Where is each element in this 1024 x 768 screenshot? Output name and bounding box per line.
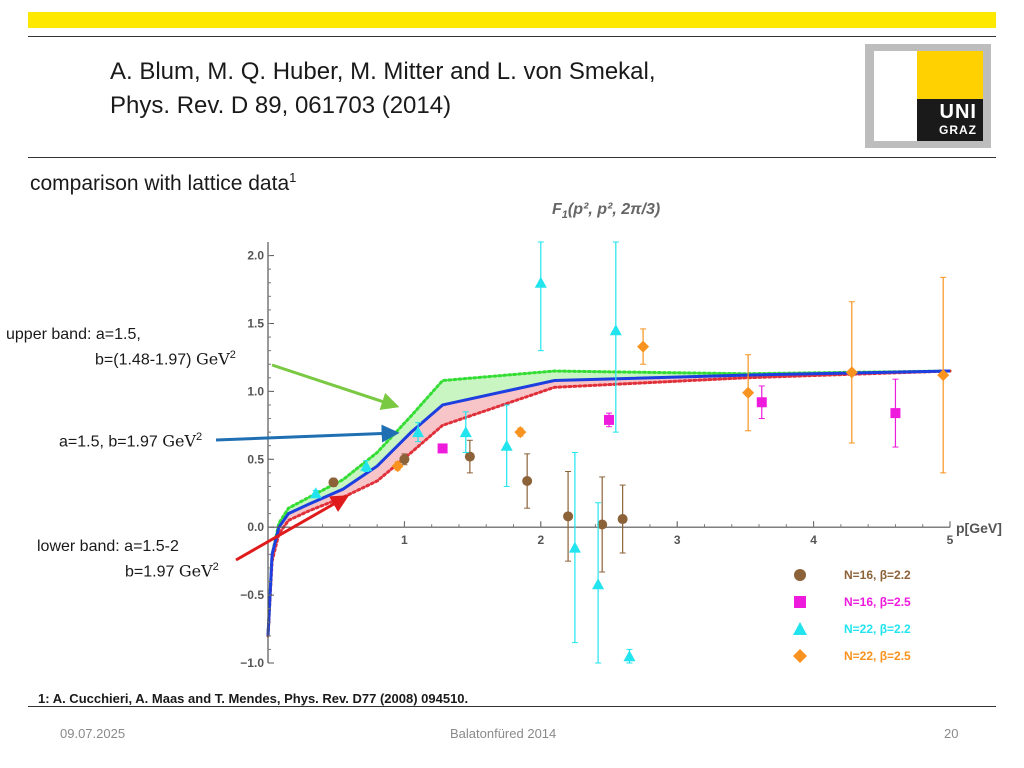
data-point-series-3 (391, 460, 404, 473)
annotation-upper-band-line1: upper band: a=1.5, (6, 326, 141, 343)
y-tick-label: 0.5 (247, 452, 264, 466)
chart-axes: −1.0 −0.5 0.0 0.5 1.0 1.5 2.0 1 2 3 4 5p[GeV] (240, 242, 1002, 670)
x-tick-label: 5 (947, 533, 954, 547)
subtitle-text: comparison with lattice data (30, 172, 290, 195)
data-point-series-2 (623, 650, 636, 662)
annotation-central-unit: GeV (162, 431, 197, 451)
title-line-1: A. Blum, M. Q. Huber, M. Mitter and L. v… (110, 58, 656, 85)
annotation-upper-unit-exp: 2 (229, 349, 236, 361)
legend-label-0: N=16, β=2.2 (844, 568, 911, 582)
arrow-lower-band (235, 495, 350, 562)
data-point-series-3 (637, 340, 650, 353)
annotation-arrows (215, 363, 400, 562)
y-tick-label: −0.5 (240, 588, 264, 602)
annotation-lower-params: b=1.97 (125, 563, 179, 581)
data-point-series-1 (890, 408, 901, 419)
x-tick-label: 1 (401, 533, 408, 547)
data-point-series-2 (309, 487, 322, 499)
footer-page-number: 20 (944, 726, 959, 741)
curve-1 (266, 369, 952, 638)
data-point-series-0 (617, 514, 628, 525)
y-tick-label: 0.0 (247, 520, 264, 534)
data-point-series-2 (500, 439, 513, 451)
annotation-lower-unit-exp: 2 (212, 561, 219, 573)
data-point-series-0 (563, 511, 574, 522)
footer-event: Balatonfüred 2014 (450, 726, 557, 741)
data-point-series-2 (412, 426, 425, 438)
data-point-series-0 (522, 476, 533, 487)
data-point-series-3 (514, 426, 527, 439)
logo-text-uni: UNI (939, 101, 977, 123)
legend-marker-3 (793, 649, 807, 663)
data-point-series-0 (399, 454, 410, 465)
legend-marker-1 (794, 596, 806, 608)
annotation-lower-band-line1: lower band: a=1.5-2 (37, 538, 179, 555)
data-point-series-2 (459, 426, 472, 438)
chart-legend: N=16, β=2.2 N=16, β=2.5 N=22, β=2.2 N=22, β… (793, 568, 911, 663)
chart-points (309, 241, 950, 664)
annotation-central-curve: a=1.5, b=1.97 GeV2 (59, 431, 202, 451)
legend-label-3: N=22, β=2.5 (844, 649, 911, 663)
data-point-series-2 (592, 578, 605, 590)
chart-lines (266, 369, 952, 638)
y-tick-label: 1.5 (247, 316, 264, 330)
arrow-upper-band (271, 363, 400, 411)
y-tick-label: −1.0 (240, 656, 264, 670)
data-point-series-2 (568, 541, 581, 553)
x-tick-label: 3 (674, 533, 681, 547)
chart-title-main: F (552, 201, 563, 218)
curve-2 (266, 369, 951, 636)
data-point-series-3 (937, 369, 950, 382)
annotation-upper-unit: GeV (195, 349, 230, 369)
subtitle-footnote-marker: 1 (289, 170, 297, 185)
footnote: 1: A. Cucchieri, A. Maas and T. Mendes, … (38, 691, 469, 706)
footer-date: 09.07.2025 (60, 726, 126, 741)
arrow-central-curve (215, 424, 400, 443)
y-tick-label: 2.0 (247, 249, 264, 263)
annotation-upper-range: b=(1.48-1.97) (95, 351, 196, 369)
title-line-2: Phys. Rev. D 89, 061703 (2014) (110, 92, 452, 119)
annotation-central-params: a=1.5, b=1.97 (59, 433, 163, 451)
annotation-lower-unit: GeV (178, 561, 213, 581)
page-title: A. Blum, M. Q. Huber, M. Mitter and L. v… (110, 55, 656, 123)
data-point-series-0 (597, 519, 608, 530)
data-point-series-1 (437, 443, 448, 454)
legend-label-2: N=22, β=2.2 (844, 622, 911, 636)
data-point-series-2 (360, 460, 373, 472)
data-point-series-3 (845, 366, 858, 379)
x-tick-label: 4 (810, 533, 817, 547)
chart-title-args: (p², p², 2π/3) (568, 201, 660, 218)
legend-marker-2 (793, 622, 807, 635)
x-tick-label: 2 (537, 533, 544, 547)
chart-title: F1(p², p², 2π/3) (552, 201, 660, 221)
y-tick-label: 1.0 (247, 384, 264, 398)
data-point-series-1 (604, 414, 614, 425)
chart-title-sub: 1 (562, 209, 568, 221)
top-yellow-bar (28, 12, 996, 28)
data-point-series-0 (464, 451, 475, 462)
uni-graz-logo: UNI GRAZ (865, 44, 991, 148)
legend-marker-0 (794, 569, 806, 581)
footer-rule (28, 706, 996, 707)
data-point-series-0 (328, 477, 339, 488)
annotation-upper-band-line2: b=(1.48-1.97) GeV2 (95, 349, 236, 369)
legend-label-1: N=16, β=2.5 (844, 595, 911, 609)
data-point-series-2 (534, 276, 547, 288)
x-axis-label: p[GeV] (956, 520, 1002, 536)
header-rule-bottom (28, 157, 996, 158)
slide-subtitle: comparison with lattice data1 (30, 170, 296, 196)
data-point-series-3 (742, 386, 755, 399)
logo-inner: UNI GRAZ (874, 51, 983, 141)
annotation-central-unit-exp: 2 (196, 431, 203, 443)
data-point-series-2 (609, 324, 622, 336)
logo-text-graz: GRAZ (939, 123, 977, 137)
logo-black-block: UNI GRAZ (917, 99, 983, 141)
annotation-lower-band-line2: b=1.97 GeV2 (125, 561, 219, 581)
data-point-series-1 (756, 397, 767, 408)
header-rule-top (28, 36, 996, 37)
